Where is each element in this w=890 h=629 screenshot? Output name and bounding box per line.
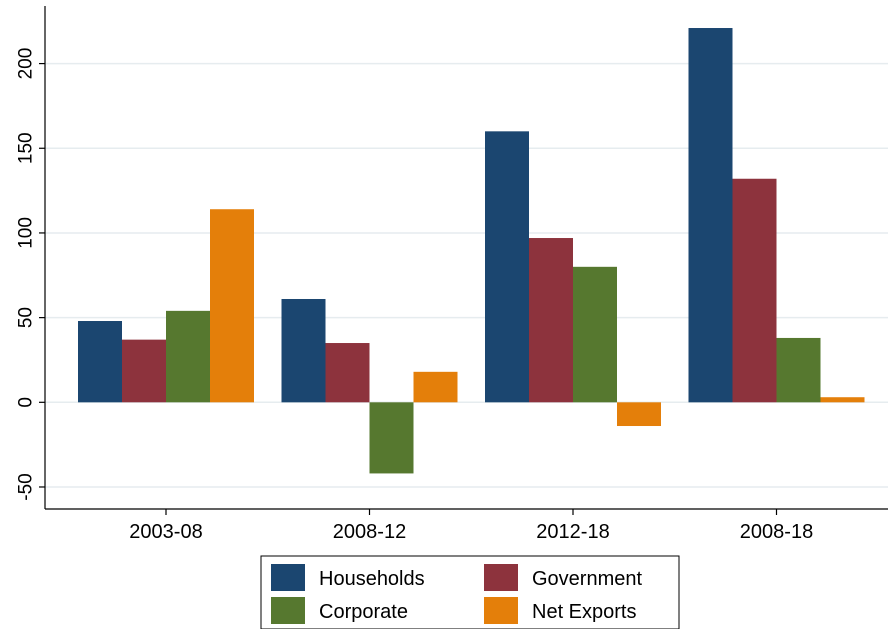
y-tick-label: 100 [16, 217, 37, 249]
y-tick-label: -50 [16, 473, 37, 500]
legend-label: Government [532, 568, 642, 590]
legend: Households Government Corporate Net Exports [260, 555, 680, 629]
legend-label: Net Exports [532, 601, 636, 623]
legend-swatch [484, 564, 518, 591]
bar-corporate-2003-08 [166, 310, 210, 403]
legend-swatch [271, 597, 305, 624]
y-ticks: -50 0 50 100 150 200 [16, 48, 45, 501]
bar-net-exports-2008-18 [820, 397, 865, 403]
bar-government-2008-18 [732, 178, 777, 403]
bar-net-exports-2012-18 [617, 402, 661, 427]
bars [78, 28, 865, 474]
x-tick-label: 2008-12 [333, 521, 406, 543]
bar-households-2003-08 [78, 321, 122, 403]
axes [44, 6, 888, 510]
bar-households-2012-18 [485, 131, 529, 403]
y-tick-label: 50 [16, 307, 37, 328]
y-tick-label: 0 [16, 397, 37, 408]
y-tick-label: 200 [16, 48, 37, 80]
legend-label: Households [319, 568, 425, 590]
bar-government-2012-18 [529, 238, 573, 403]
bar-households-2008-12 [281, 298, 326, 403]
bar-corporate-2012-18 [573, 266, 617, 403]
legend-label: Corporate [319, 601, 408, 623]
x-ticks: 2003-08 2008-12 2012-18 2008-18 [129, 509, 813, 543]
legend-swatch [271, 564, 305, 591]
bar-net-exports-2008-12 [413, 371, 458, 403]
legend-box [260, 555, 680, 629]
x-tick-label: 2008-18 [740, 521, 813, 543]
bar-corporate-2008-18 [776, 337, 821, 403]
bar-government-2003-08 [122, 339, 166, 403]
bar-government-2008-12 [325, 343, 370, 403]
x-tick-label: 2012-18 [536, 521, 609, 543]
bar-net-exports-2003-08 [210, 209, 254, 403]
bar-households-2008-18 [688, 28, 733, 403]
bar-corporate-2008-12 [369, 402, 414, 474]
legend-swatch [484, 597, 518, 624]
x-tick-label: 2003-08 [129, 521, 202, 543]
y-tick-label: 150 [16, 132, 37, 164]
